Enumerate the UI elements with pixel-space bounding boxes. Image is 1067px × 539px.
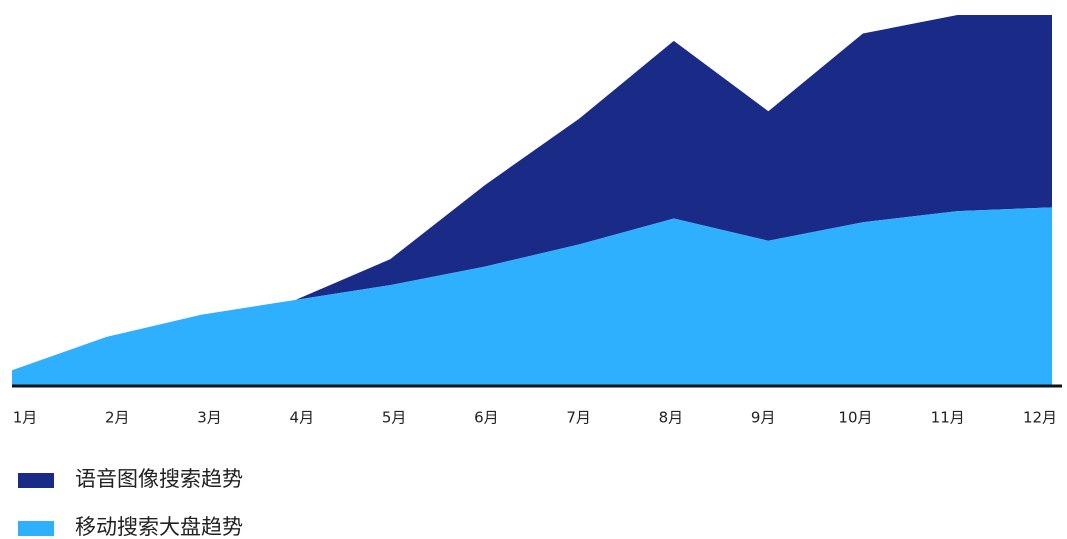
- x-tick-label: 4月: [290, 409, 315, 427]
- legend-label: 语音图像搜索趋势: [75, 467, 243, 491]
- x-tick-label: 12月: [1023, 409, 1057, 427]
- area: [12, 15, 1052, 371]
- x-tick-label: 6月: [474, 409, 499, 427]
- x-tick-label: 3月: [197, 409, 222, 427]
- x-tick-label: 5月: [382, 409, 407, 427]
- x-tick-label: 8月: [659, 409, 684, 427]
- legend-swatch: [18, 521, 54, 536]
- x-tick-label: 7月: [566, 409, 591, 427]
- x-tick-label: 11月: [931, 409, 965, 427]
- x-tick-label: 1月: [13, 409, 38, 427]
- x-tick-label: 2月: [105, 409, 130, 427]
- legend-label: 移动搜索大盘趋势: [75, 515, 243, 539]
- area: [12, 207, 1052, 385]
- legend-swatch: [18, 473, 54, 488]
- x-tick-label: 10月: [838, 409, 872, 427]
- x-tick-label: 9月: [751, 409, 776, 427]
